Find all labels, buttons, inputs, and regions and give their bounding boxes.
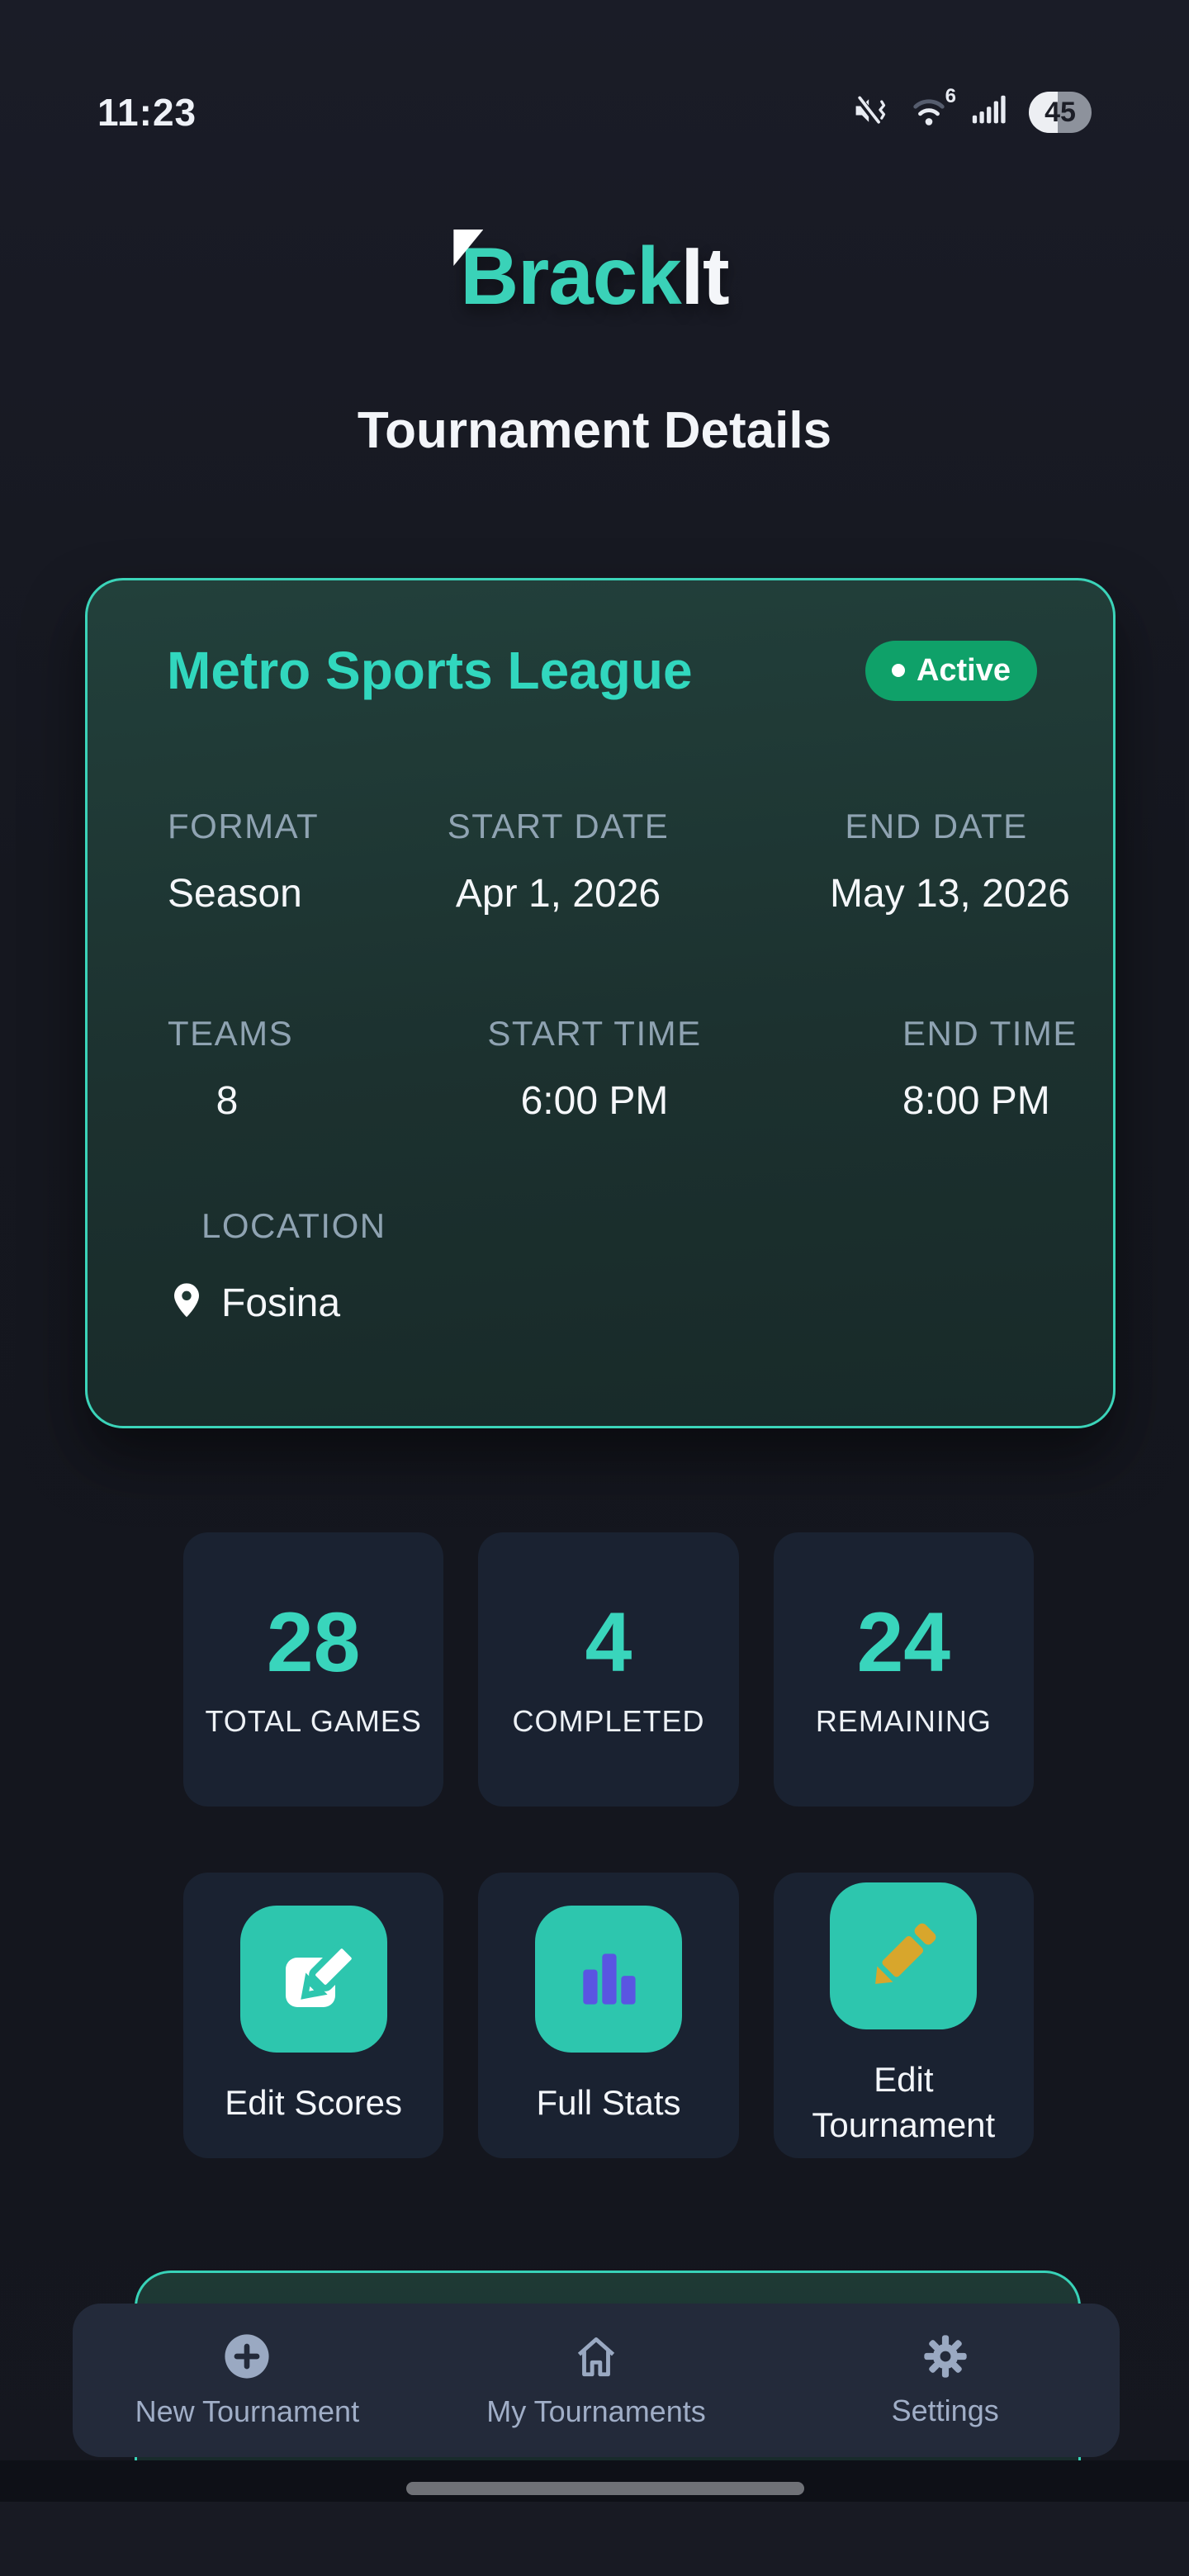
status-badge-label: Active — [916, 652, 1011, 688]
battery-percent: 45 — [1045, 96, 1076, 128]
wifi-icon: 6 — [910, 85, 956, 134]
logo-text-primary: Brack — [460, 230, 681, 321]
stat-label: TOTAL GAMES — [205, 1704, 422, 1738]
full-stats-button[interactable]: Full Stats — [478, 1873, 739, 2158]
details-row-2: TEAMS 8 START TIME 6:00 PM END TIME 8:00… — [168, 1014, 1078, 1124]
edit-square-icon — [239, 1905, 387, 2053]
nav-label: Settings — [891, 2393, 999, 2427]
plus-circle-icon — [223, 2332, 271, 2384]
logo-text-secondary: It — [680, 230, 730, 321]
pencil-icon — [830, 1882, 978, 2030]
field-location: LOCATION Fosina — [170, 1206, 1113, 1326]
action-label: Edit Scores — [225, 2082, 403, 2122]
nav-label: My Tournaments — [486, 2394, 706, 2428]
field-format: FORMAT Season — [168, 807, 320, 916]
stat-value: 28 — [266, 1595, 361, 1689]
field-label: LOCATION — [201, 1206, 386, 1245]
screen-bottom-strip — [0, 2502, 1189, 2576]
field-value: Season — [168, 872, 302, 916]
tournament-details-card: Metro Sports League Active FORMAT Season… — [85, 578, 1116, 1428]
field-label: TEAMS — [168, 1014, 294, 1053]
stat-value: 4 — [585, 1595, 632, 1689]
nav-new-tournament[interactable]: New Tournament — [73, 2304, 422, 2457]
field-label: FORMAT — [168, 807, 320, 845]
actions-row: Edit Scores Full Stats — [183, 1873, 1034, 2158]
field-end-date: END DATE May 13, 2026 — [830, 807, 1070, 916]
edit-tournament-button[interactable]: Edit Tournament — [773, 1873, 1034, 2158]
action-label: Edit Tournament — [812, 2060, 996, 2144]
stat-label: REMAINING — [815, 1704, 992, 1738]
home-icon — [572, 2332, 620, 2384]
bottom-nav: New Tournament My Tournaments — [73, 2304, 1120, 2457]
mute-icon — [852, 92, 888, 133]
clock: 11:23 — [97, 91, 197, 134]
status-icons: 6 45 — [852, 85, 1092, 134]
tournament-name: Metro Sports League — [167, 641, 693, 700]
field-end-time: END TIME 8:00 PM — [902, 1014, 1078, 1124]
app-logo: BrackIt — [0, 230, 1189, 323]
edit-scores-button[interactable]: Edit Scores — [183, 1873, 444, 2158]
nav-my-tournaments[interactable]: My Tournaments — [422, 2304, 771, 2457]
gesture-nav-area — [0, 2460, 1189, 2502]
stat-remaining: 24 REMAINING — [773, 1532, 1034, 1807]
field-label: START DATE — [447, 807, 670, 845]
stat-value: 24 — [856, 1595, 951, 1689]
page-title: Tournament Details — [357, 402, 832, 459]
stat-total-games: 28 TOTAL GAMES — [183, 1532, 444, 1807]
field-label: START TIME — [487, 1014, 702, 1053]
tournament-card-header: Metro Sports League Active — [167, 640, 1037, 701]
field-start-date: START DATE Apr 1, 2026 — [287, 807, 830, 916]
field-label: END DATE — [845, 807, 1028, 845]
signal-icon — [969, 92, 1007, 134]
stat-label: COMPLETED — [512, 1704, 705, 1738]
field-teams: TEAMS 8 — [168, 1014, 294, 1124]
battery-fill — [1029, 92, 1058, 133]
field-label: END TIME — [902, 1014, 1078, 1053]
field-value: Apr 1, 2026 — [455, 872, 661, 916]
field-value: May 13, 2026 — [830, 872, 1070, 916]
stats-row: 28 TOTAL GAMES 4 COMPLETED 24 REMAINING — [183, 1532, 1034, 1807]
status-bar: 11:23 6 — [0, 83, 1189, 142]
battery-icon: 45 — [1029, 92, 1092, 133]
status-dot-icon — [891, 664, 905, 677]
nav-settings[interactable]: Settings — [770, 2304, 1120, 2457]
field-value: 6:00 PM — [520, 1079, 669, 1123]
nav-label: New Tournament — [135, 2394, 360, 2428]
home-indicator-bar[interactable] — [406, 2482, 804, 2495]
status-badge: Active — [865, 640, 1037, 701]
location-pin-icon — [170, 1281, 203, 1326]
stat-completed: 4 COMPLETED — [478, 1532, 739, 1807]
wifi-standard-label: 6 — [945, 84, 956, 107]
field-value: 8:00 PM — [902, 1079, 1050, 1123]
location-value: Fosina — [221, 1281, 341, 1325]
bar-chart-icon — [534, 1905, 682, 2053]
field-value: 8 — [216, 1079, 239, 1123]
gear-icon — [922, 2333, 969, 2384]
details-row-1: FORMAT Season START DATE Apr 1, 2026 END… — [168, 807, 1070, 916]
field-start-time: START TIME 6:00 PM — [287, 1014, 902, 1124]
action-label: Full Stats — [536, 2082, 681, 2122]
